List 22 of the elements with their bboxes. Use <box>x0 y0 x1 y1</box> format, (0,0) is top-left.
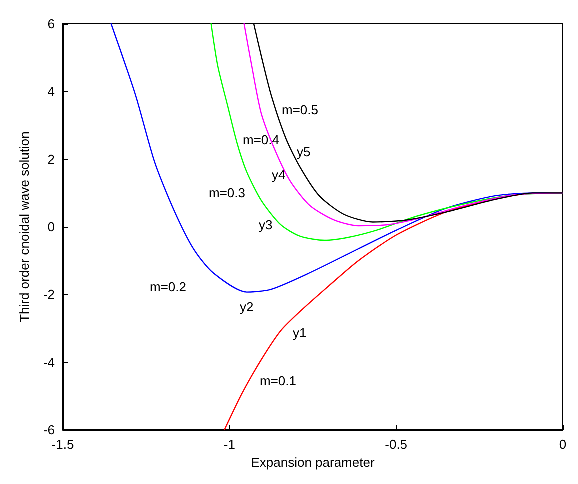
x-tick-label: -0.5 <box>385 437 408 452</box>
y-tick-label: 2 <box>48 152 55 167</box>
annotation: y1 <box>293 326 307 340</box>
x-tick-label: 0 <box>559 437 567 452</box>
y-tick-label: -4 <box>43 354 55 370</box>
y-tick-label: -2 <box>43 287 55 302</box>
annotation: m=0.3 <box>209 186 246 200</box>
x-tick-label: -1 <box>224 437 236 452</box>
y-tick-label: 0 <box>48 220 55 234</box>
x-tick-label: -1.5 <box>52 437 74 452</box>
y-tick-label: 4 <box>48 84 55 100</box>
y-tick-label: 6 <box>48 16 55 32</box>
annotation: y2 <box>240 300 254 314</box>
annotation: m=0.2 <box>150 280 186 294</box>
x-axis-title: Expansion parameter <box>251 455 376 470</box>
annotation: m=0.1 <box>260 374 296 388</box>
y-axis-title: Third order cnoidal wave solution <box>17 132 32 322</box>
y-tick-label: -6 <box>43 422 55 438</box>
annotation: m=0.5 <box>282 102 318 118</box>
annotation: y4 <box>272 168 286 182</box>
annotation: y3 <box>259 218 273 232</box>
annotation: y5 <box>297 144 311 160</box>
